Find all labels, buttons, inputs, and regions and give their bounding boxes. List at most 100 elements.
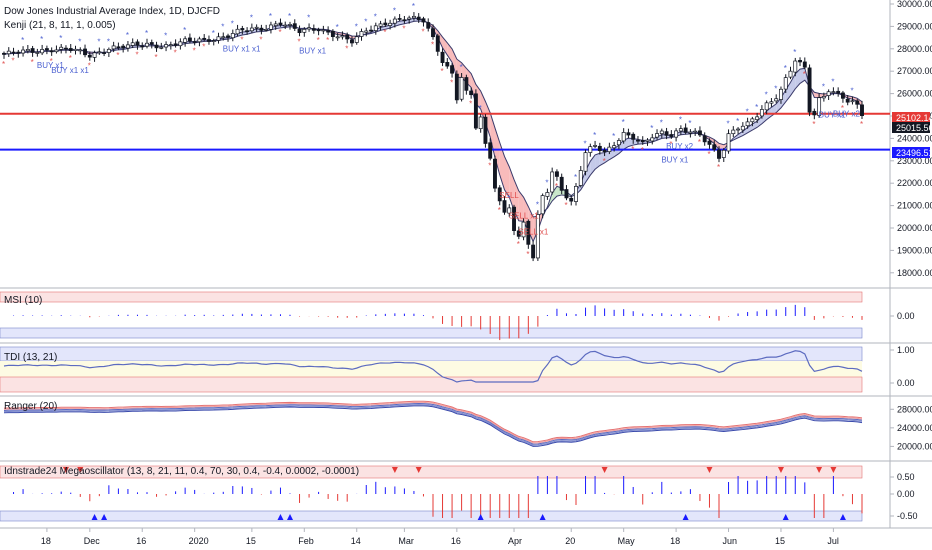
candle[interactable] xyxy=(49,50,54,53)
candle[interactable] xyxy=(826,91,831,96)
candle[interactable] xyxy=(416,16,421,20)
candle[interactable] xyxy=(855,100,860,105)
candle[interactable] xyxy=(168,44,173,46)
candle[interactable] xyxy=(478,116,483,129)
candle[interactable] xyxy=(636,139,640,142)
candle[interactable] xyxy=(693,130,698,133)
candle[interactable] xyxy=(183,38,188,43)
candle[interactable] xyxy=(440,51,445,63)
candle[interactable] xyxy=(116,46,121,49)
candle[interactable] xyxy=(678,128,683,132)
candle[interactable] xyxy=(473,93,478,129)
candle[interactable] xyxy=(607,146,612,153)
candle[interactable] xyxy=(640,139,645,143)
candle[interactable] xyxy=(507,207,512,214)
candle[interactable] xyxy=(354,36,359,43)
candle[interactable] xyxy=(16,51,21,54)
candle[interactable] xyxy=(164,44,169,48)
candle[interactable] xyxy=(192,41,197,43)
candle[interactable] xyxy=(516,230,521,237)
candle[interactable] xyxy=(483,116,488,144)
candle[interactable] xyxy=(545,192,550,197)
candle[interactable] xyxy=(740,125,745,131)
candle[interactable] xyxy=(87,54,92,58)
candle[interactable] xyxy=(650,137,655,142)
candle[interactable] xyxy=(125,44,130,49)
candle[interactable] xyxy=(712,144,717,150)
candle[interactable] xyxy=(140,45,145,48)
candle[interactable] xyxy=(488,142,493,159)
candle[interactable] xyxy=(540,195,545,215)
candle[interactable] xyxy=(802,61,807,68)
candle[interactable] xyxy=(230,33,235,39)
candle[interactable] xyxy=(831,91,836,93)
msi-pane[interactable]: 0.00 xyxy=(0,291,915,341)
candle[interactable] xyxy=(759,109,764,117)
candle[interactable] xyxy=(578,170,583,186)
candle[interactable] xyxy=(674,130,679,138)
candle[interactable] xyxy=(721,149,726,158)
candle[interactable] xyxy=(40,49,45,54)
candle[interactable] xyxy=(321,29,326,32)
candle[interactable] xyxy=(311,28,316,31)
candle[interactable] xyxy=(616,140,621,146)
candle[interactable] xyxy=(669,134,674,137)
candle[interactable] xyxy=(559,176,564,191)
candle[interactable] xyxy=(44,48,49,51)
candle[interactable] xyxy=(726,133,731,152)
candle[interactable] xyxy=(73,48,78,51)
candle[interactable] xyxy=(288,24,292,26)
candle[interactable] xyxy=(254,26,259,29)
candle[interactable] xyxy=(388,22,393,26)
candle[interactable] xyxy=(111,45,116,50)
candle[interactable] xyxy=(197,38,202,43)
candle[interactable] xyxy=(845,98,850,103)
candle[interactable] xyxy=(6,50,11,55)
candle[interactable] xyxy=(774,98,779,102)
candle[interactable] xyxy=(330,30,335,38)
candle[interactable] xyxy=(130,42,135,46)
candle[interactable] xyxy=(574,185,578,202)
candle[interactable] xyxy=(216,36,221,41)
candle[interactable] xyxy=(659,130,664,134)
candle[interactable] xyxy=(369,29,373,32)
idnstrade-pane[interactable]: 0.50 0.00 -0.50 xyxy=(0,465,918,522)
candle[interactable] xyxy=(621,132,626,142)
candle[interactable] xyxy=(364,30,369,33)
candle[interactable] xyxy=(521,221,526,238)
candle[interactable] xyxy=(564,189,569,199)
candle[interactable] xyxy=(154,44,159,49)
candle[interactable] xyxy=(21,49,26,54)
candle[interactable] xyxy=(283,24,288,27)
candle[interactable] xyxy=(798,60,802,63)
candle[interactable] xyxy=(64,47,68,50)
candle[interactable] xyxy=(145,42,149,47)
candle[interactable] xyxy=(860,104,864,117)
candle[interactable] xyxy=(736,128,741,131)
price-pane[interactable]: 30000.00 29000.00 28000.00 27000.00 26000.00… xyxy=(0,0,932,278)
candle[interactable] xyxy=(793,60,798,73)
candle[interactable] xyxy=(106,48,111,53)
candle[interactable] xyxy=(431,28,435,38)
candle[interactable] xyxy=(535,214,540,259)
candle[interactable] xyxy=(731,129,736,135)
candle[interactable] xyxy=(602,149,607,153)
candle[interactable] xyxy=(512,206,516,231)
candle[interactable] xyxy=(702,135,707,143)
candle[interactable] xyxy=(779,88,783,100)
candle[interactable] xyxy=(836,90,841,94)
candle[interactable] xyxy=(335,36,340,39)
candle[interactable] xyxy=(54,49,59,53)
candle[interactable] xyxy=(597,145,602,152)
candle[interactable] xyxy=(411,15,416,19)
candle[interactable] xyxy=(550,171,555,193)
candle[interactable] xyxy=(373,25,378,31)
candle[interactable] xyxy=(259,27,264,31)
candle[interactable] xyxy=(717,149,721,159)
candle[interactable] xyxy=(92,52,97,58)
candle[interactable] xyxy=(392,18,397,24)
candle[interactable] xyxy=(583,152,588,172)
tdi-pane[interactable]: 1.00 0.00 xyxy=(0,345,915,393)
candle[interactable] xyxy=(78,49,83,52)
